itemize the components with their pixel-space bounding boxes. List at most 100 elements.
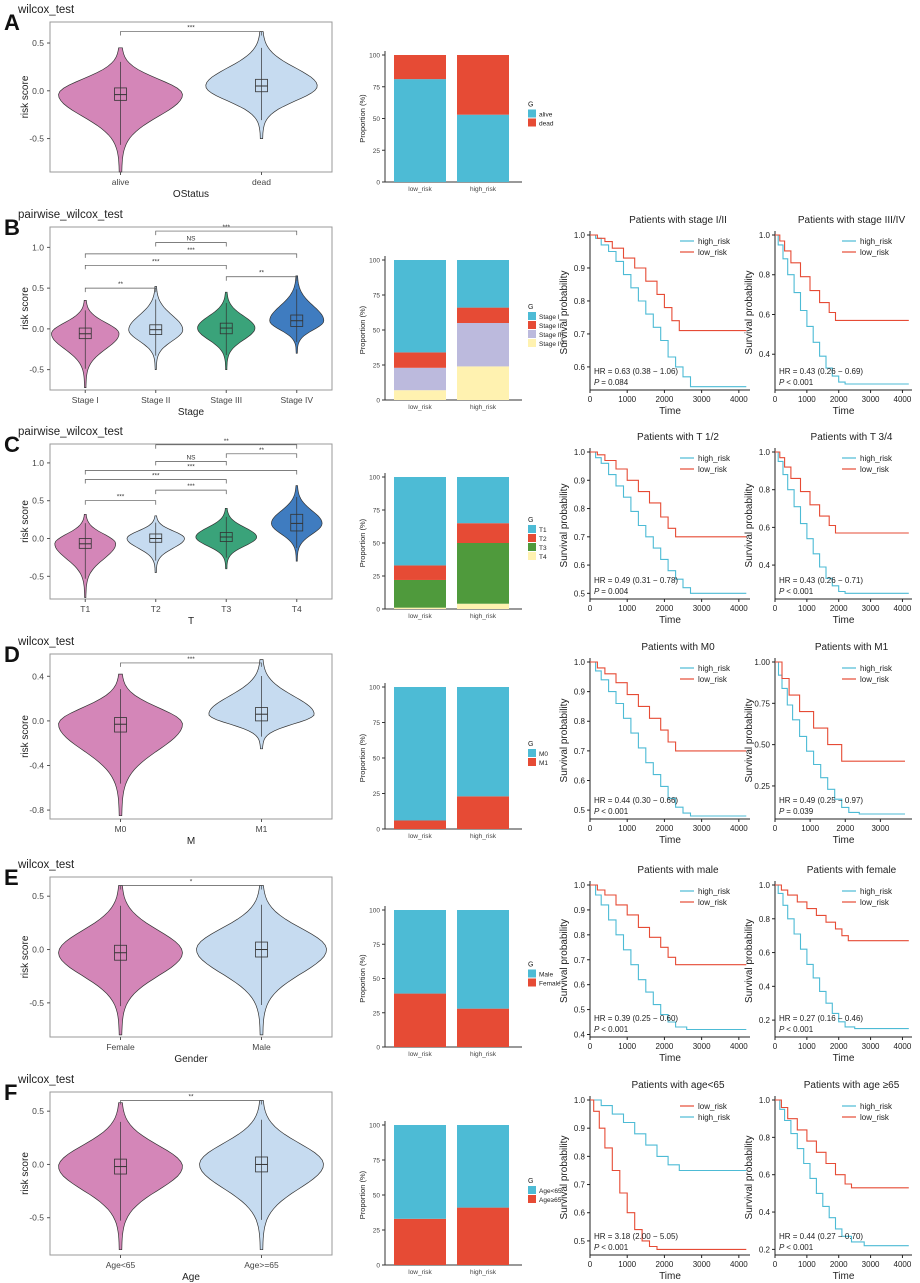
violin-xtick-label: T2 [151, 604, 161, 614]
bar-ytick-label: 50 [373, 541, 381, 548]
km-xtick-label: 4000 [894, 1260, 912, 1269]
km-pvalue-symbol: P [594, 587, 601, 596]
significance-bracket [120, 1100, 262, 1105]
bar-segment-low_risk-t3 [394, 579, 446, 608]
significance-bracket [120, 31, 262, 36]
km-xtick-label: 4000 [730, 1042, 748, 1051]
bar-segment-high_risk-age-65 [457, 1125, 509, 1208]
bar-ytick-label: 0 [376, 1045, 380, 1052]
bar-xtick-label: low_risk [408, 1269, 432, 1276]
violin-ytick-label: 0.0 [32, 324, 44, 334]
km-ytick-label: 0.4 [759, 1208, 771, 1217]
km-xtick-label: 1000 [801, 824, 819, 833]
km-curve-second [590, 661, 747, 752]
bar-ytick-label: 75 [373, 1158, 381, 1165]
significance-bracket [155, 444, 298, 449]
km-xtick-label: 0 [773, 824, 778, 833]
km-ytick-label: 0.9 [574, 264, 586, 273]
bar-ytick-label: 25 [373, 1010, 381, 1017]
km-legend-label: low_risk [698, 675, 728, 684]
km-pvalue-value: < 0.001 [601, 1025, 628, 1034]
km-xtick-label: 4000 [894, 604, 912, 613]
km-legend-label: high_risk [860, 237, 893, 246]
bar-segment-high_risk-alive [457, 114, 509, 182]
violin-xtick-label: Age<65 [106, 1260, 136, 1270]
bar-ytick-label: 0 [376, 180, 380, 187]
km-pvalue: P = 0.084 [594, 378, 629, 387]
km-pvalue: P < 0.001 [779, 378, 814, 387]
km-ytick-label: 0.5 [574, 806, 586, 815]
proportion-bar-chart: 0 25 50 75 100 Proportion (%) low_risk high_ris… [358, 906, 561, 1058]
km-ytick-label: 1.0 [759, 231, 771, 240]
significance-label: *** [152, 473, 160, 480]
km-xtick-label: 1000 [618, 604, 636, 613]
bar-segment-high_risk-t1 [457, 477, 509, 524]
violin-xtick-label: Age>=65 [244, 1260, 279, 1270]
bar-ytick-label: 0 [376, 1263, 380, 1270]
bar-segment-low_risk-stage-ii [394, 352, 446, 368]
bar-legend-label: M1 [539, 760, 548, 767]
bar-segment-high_risk-m1 [457, 796, 509, 829]
violin-xtick-label: Stage III [210, 395, 242, 405]
bar-segment-high_risk-female [457, 1008, 509, 1047]
km-xlabel: Time [833, 406, 855, 417]
km-curve-first [775, 1099, 909, 1247]
significance-label: *** [187, 483, 195, 490]
violin-ylabel: risk score [20, 287, 31, 330]
panel-letter-e: E [4, 865, 19, 890]
bar-segment-high_risk-t4 [457, 603, 509, 609]
bar-ytick-label: 25 [373, 363, 381, 370]
km-ytick-label: 0.6 [574, 561, 586, 570]
km-ytick-label: 0.6 [759, 523, 771, 532]
bar-legend-label: Male [539, 972, 553, 979]
km-ytick-label: 1.0 [574, 231, 586, 240]
km-ytick-label: 0.4 [574, 1031, 586, 1040]
bar-legend-swatch [528, 969, 536, 978]
km-curve-first [590, 1099, 747, 1172]
km-xtick-label: 3000 [871, 824, 889, 833]
violin-ytick-label: 0.0 [32, 945, 44, 955]
significance-label: * [190, 879, 193, 886]
km-plot-1: Patients with stage I/II 0.6 0.7 0.8 0.9 1.0 0… [559, 215, 750, 417]
km-xtick-label: 1000 [798, 395, 816, 404]
km-xlabel: Time [833, 615, 855, 626]
km-legend-label: high_risk [860, 887, 893, 896]
panel-letter-a: A [4, 10, 20, 35]
km-xtick-label: 2000 [836, 824, 854, 833]
km-pvalue: P < 0.001 [779, 587, 814, 596]
violin-ytick-label: 0.5 [32, 891, 44, 901]
bar-xtick-label: low_risk [408, 1051, 432, 1058]
km-ytick-label: 0.9 [574, 1124, 586, 1133]
km-plot-2: Patients with age ≥65 0.2 0.4 0.6 0.8 1.0 0 100… [744, 1080, 912, 1282]
violin-xtick-label: Stage II [141, 395, 170, 405]
km-xtick-label: 1000 [618, 1260, 636, 1269]
bar-ytick-label: 0 [376, 398, 380, 405]
bar-segment-low_risk-stage-iii [394, 367, 446, 391]
km-pvalue: P < 0.001 [594, 1243, 629, 1252]
bar-legend-swatch [528, 321, 536, 329]
km-xtick-label: 2000 [656, 395, 674, 404]
km-ytick-label: 0.6 [574, 363, 586, 372]
km-xtick-label: 4000 [894, 1042, 912, 1051]
bar-segment-low_risk-age-65 [394, 1125, 446, 1219]
km-ytick-label: 1.00 [754, 658, 770, 667]
bar-segment-high_risk-stage-iii [457, 323, 509, 367]
km-xtick-label: 0 [773, 1260, 778, 1269]
km-curve-first [775, 234, 909, 385]
bar-ytick-label: 0 [376, 607, 380, 614]
violin-ytick-label: 0.0 [32, 716, 44, 726]
km-title: Patients with T 1/2 [637, 432, 719, 443]
km-ytick-label: 0.8 [759, 271, 771, 280]
bar-legend-label: Age<65 [539, 1188, 562, 1195]
bar-segment-low_risk-dead [394, 55, 446, 80]
violin-title: wilcox_test [17, 636, 75, 648]
km-curve-second [775, 884, 909, 942]
km-ytick-label: 0.9 [574, 688, 586, 697]
violin-ytick-label: -0.5 [29, 998, 44, 1008]
bar-xtick-label: high_risk [470, 1269, 497, 1276]
violin-ylabel: risk score [20, 935, 31, 978]
km-xtick-label: 2000 [656, 1042, 674, 1051]
violin-ytick-label: 1.0 [32, 458, 44, 468]
